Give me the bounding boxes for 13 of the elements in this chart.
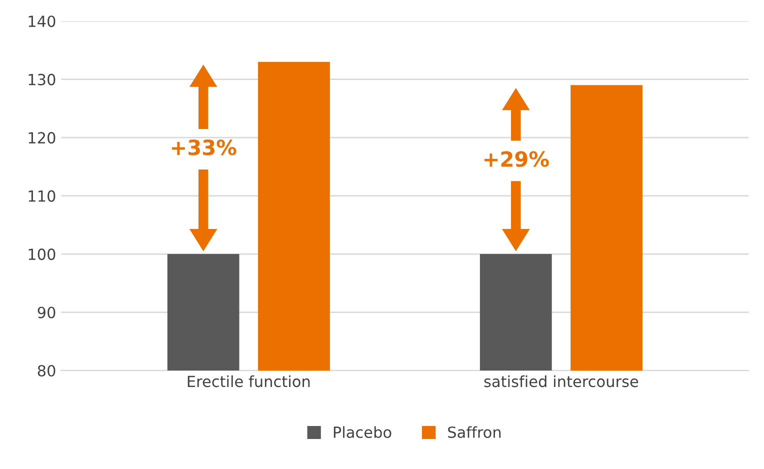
y-tick-label: 80 <box>38 364 56 377</box>
annotation: +33% <box>172 140 236 156</box>
legend-label: Placebo <box>334 426 392 438</box>
legend-label: Saffron <box>448 426 501 438</box>
x-tick-label: Erectile function <box>188 375 310 388</box>
annotation: +29% <box>484 151 549 167</box>
y-tick-label: 140 <box>28 16 56 28</box>
y-tick-label: 120 <box>28 132 56 144</box>
y-tick-label: 130 <box>28 74 56 86</box>
x-tick-label: satisfied intercourse <box>484 375 638 388</box>
y-tick-label: 90 <box>38 306 56 318</box>
y-tick-label: 110 <box>28 190 56 202</box>
y-tick-label: 100 <box>28 248 56 260</box>
